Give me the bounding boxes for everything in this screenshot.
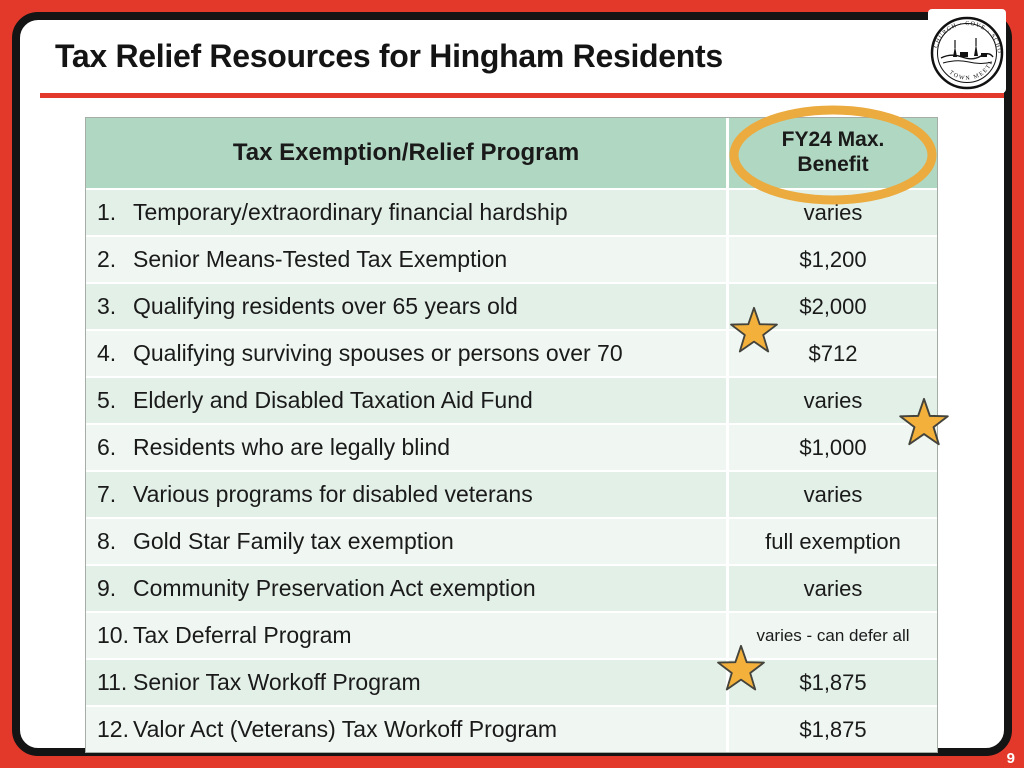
row-number: 4. <box>97 340 117 366</box>
row-number: 2. <box>97 246 117 272</box>
row-number: 9. <box>97 575 117 601</box>
row-value: $1,875 <box>799 716 867 742</box>
row-label: Qualifying residents over 65 years old <box>133 293 518 319</box>
row-value: varies <box>803 481 863 507</box>
row-label: Residents who are legally blind <box>133 434 451 460</box>
row-number: 10. <box>97 622 129 648</box>
town-seal: CHURCH · COVE · SCHOOL TOWN MEETING <box>928 9 1006 93</box>
table-row: 6. Residents who are legally blind $1,000 <box>86 423 937 470</box>
page-number: 9 <box>1006 750 1015 767</box>
table-row: 3. Qualifying residents over 65 years old… <box>86 282 937 329</box>
row-label: Tax Deferral Program <box>133 622 352 648</box>
row-value: $712 <box>808 340 858 366</box>
row-label: Various programs for disabled veterans <box>133 481 533 507</box>
table-row: 1. Temporary/extraordinary financial hard… <box>86 188 937 235</box>
table-row: 10. Tax Deferral Program varies - can def… <box>86 611 937 658</box>
row-value: $1,000 <box>799 434 867 460</box>
header-benefit: FY24 Max. Benefit <box>726 118 937 188</box>
row-number: 7. <box>97 481 117 507</box>
table-row: 9. Community Preservation Act exemption v… <box>86 564 937 611</box>
row-value: $1,200 <box>799 246 867 272</box>
row-number: 5. <box>97 387 117 413</box>
row-number: 3. <box>97 293 117 319</box>
row-label: Qualifying surviving spouses or persons … <box>133 340 623 366</box>
row-value: $1,875 <box>799 669 867 695</box>
row-label: Valor Act (Veterans) Tax Workoff Program <box>133 716 557 742</box>
row-label: Community Preservation Act exemption <box>133 575 536 601</box>
row-value: varies <box>803 575 863 601</box>
table-row: 4. Qualifying surviving spouses or person… <box>86 329 937 376</box>
table-row: 8. Gold Star Family tax exemption full ex… <box>86 517 937 564</box>
header-program: Tax Exemption/Relief Program <box>86 118 726 188</box>
row-value: $2,000 <box>799 293 867 319</box>
title-underline <box>40 93 1004 98</box>
row-number: 8. <box>97 528 117 554</box>
table-row: 12. Valor Act (Veterans) Tax Workoff Prog… <box>86 705 937 752</box>
row-label: Temporary/extraordinary financial hardsh… <box>133 199 568 225</box>
row-label: Senior Means-Tested Tax Exemption <box>133 246 508 272</box>
row-label: Senior Tax Workoff Program <box>133 669 421 695</box>
row-value: varies <box>803 387 863 413</box>
table-row: 5. Elderly and Disabled Taxation Aid Fund… <box>86 376 937 423</box>
row-number: 1. <box>97 199 117 225</box>
table-row: 7. Various programs for disabled veterans… <box>86 470 937 517</box>
row-value: varies <box>803 199 863 225</box>
table-row: 11. Senior Tax Workoff Program $1,875 <box>86 658 937 705</box>
row-value: varies - can defer all <box>756 625 910 645</box>
tax-relief-table: Tax Exemption/Relief Program FY24 Max. B… <box>85 117 938 753</box>
table-row: 2. Senior Means-Tested Tax Exemption $1,2… <box>86 235 937 282</box>
town-seal-icon: CHURCH · COVE · SCHOOL TOWN MEETING <box>929 10 1004 90</box>
row-number: 6. <box>97 434 117 460</box>
page-title: Tax Relief Resources for Hingham Residen… <box>55 38 723 74</box>
row-value: full exemption <box>765 528 901 554</box>
row-label: Elderly and Disabled Taxation Aid Fund <box>133 387 533 413</box>
table-header-row: Tax Exemption/Relief Program FY24 Max. B… <box>86 118 937 188</box>
row-number: 12. <box>97 716 129 742</box>
row-number: 11. <box>97 669 128 695</box>
row-label: Gold Star Family tax exemption <box>133 528 454 554</box>
